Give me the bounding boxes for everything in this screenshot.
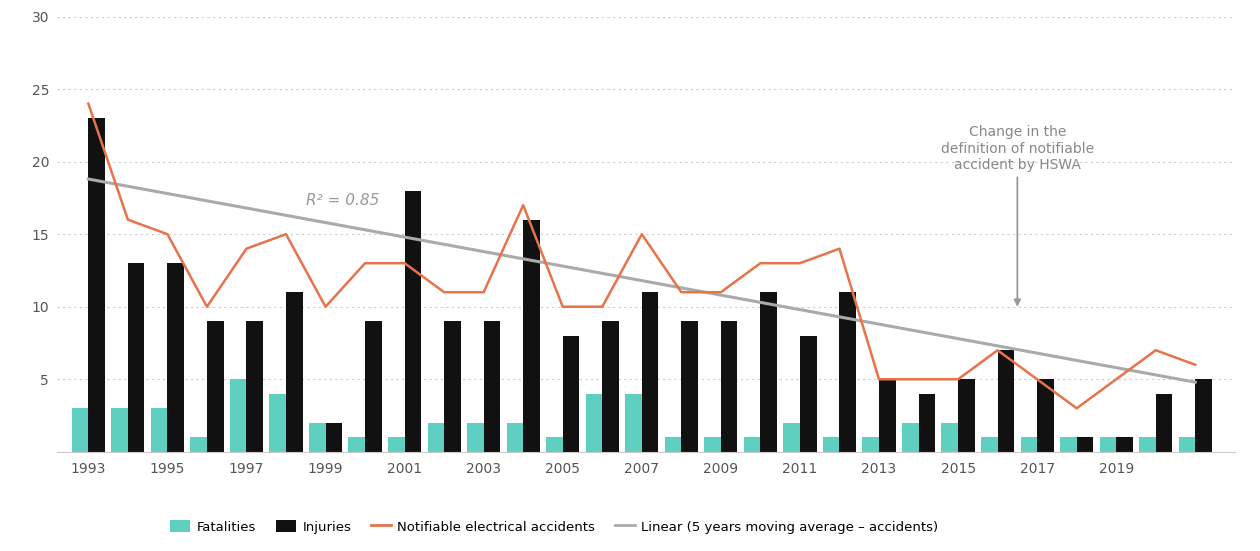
Bar <box>760 292 777 452</box>
Bar <box>444 321 461 452</box>
Bar <box>1037 379 1053 452</box>
Bar <box>586 394 602 452</box>
Bar <box>111 408 127 452</box>
Bar <box>602 321 619 452</box>
Text: R² = 0.85: R² = 0.85 <box>306 193 379 208</box>
Bar <box>309 423 325 452</box>
Bar <box>484 321 500 452</box>
Bar <box>523 220 539 452</box>
Bar <box>839 292 856 452</box>
Bar <box>1178 437 1196 452</box>
Bar <box>1155 394 1172 452</box>
Bar <box>625 394 641 452</box>
Bar <box>958 379 975 452</box>
Legend: Fatalities, Injuries, Notifiable electrical accidents, Linear (5 years moving av: Fatalities, Injuries, Notifiable electri… <box>165 515 944 539</box>
Bar <box>641 292 659 452</box>
Bar <box>546 437 563 452</box>
Bar <box>1100 437 1116 452</box>
Bar <box>388 437 404 452</box>
Bar <box>349 437 365 452</box>
Bar <box>743 437 760 452</box>
Bar <box>286 292 302 452</box>
Bar <box>919 394 935 452</box>
Bar <box>168 263 184 452</box>
Bar <box>800 336 816 452</box>
Bar <box>1196 379 1212 452</box>
Bar <box>229 379 247 452</box>
Bar <box>704 437 721 452</box>
Bar <box>682 321 698 452</box>
Bar <box>427 423 444 452</box>
Bar <box>823 437 839 452</box>
Bar <box>1139 437 1155 452</box>
Bar <box>563 336 580 452</box>
Bar <box>998 350 1014 452</box>
Bar <box>862 437 879 452</box>
Bar <box>941 423 958 452</box>
Bar <box>982 437 998 452</box>
Bar <box>247 321 263 452</box>
Bar <box>467 423 484 452</box>
Bar <box>365 321 382 452</box>
Bar <box>784 423 800 452</box>
Bar <box>404 191 421 452</box>
Bar <box>325 423 343 452</box>
Bar <box>879 379 896 452</box>
Bar <box>88 118 105 452</box>
Bar <box>72 408 88 452</box>
Bar <box>1116 437 1133 452</box>
Bar <box>902 423 919 452</box>
Bar <box>1076 437 1094 452</box>
Bar <box>207 321 223 452</box>
Bar <box>507 423 523 452</box>
Bar <box>665 437 682 452</box>
Bar <box>1060 437 1076 452</box>
Bar <box>270 394 286 452</box>
Bar <box>1021 437 1037 452</box>
Bar <box>190 437 207 452</box>
Text: Change in the
definition of notifiable
accident by HSWA: Change in the definition of notifiable a… <box>941 125 1094 305</box>
Bar <box>721 321 737 452</box>
Bar <box>151 408 168 452</box>
Bar <box>127 263 145 452</box>
